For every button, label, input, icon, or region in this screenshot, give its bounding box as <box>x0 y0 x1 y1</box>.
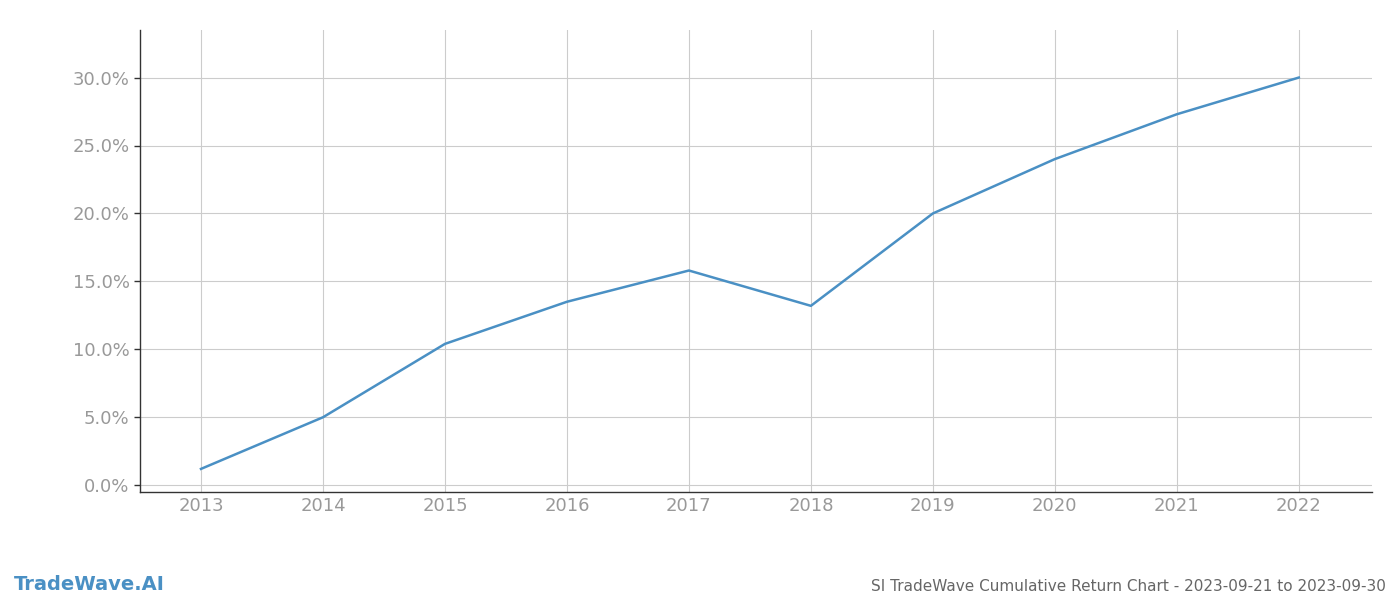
Text: SI TradeWave Cumulative Return Chart - 2023-09-21 to 2023-09-30: SI TradeWave Cumulative Return Chart - 2… <box>871 579 1386 594</box>
Text: TradeWave.AI: TradeWave.AI <box>14 575 165 594</box>
